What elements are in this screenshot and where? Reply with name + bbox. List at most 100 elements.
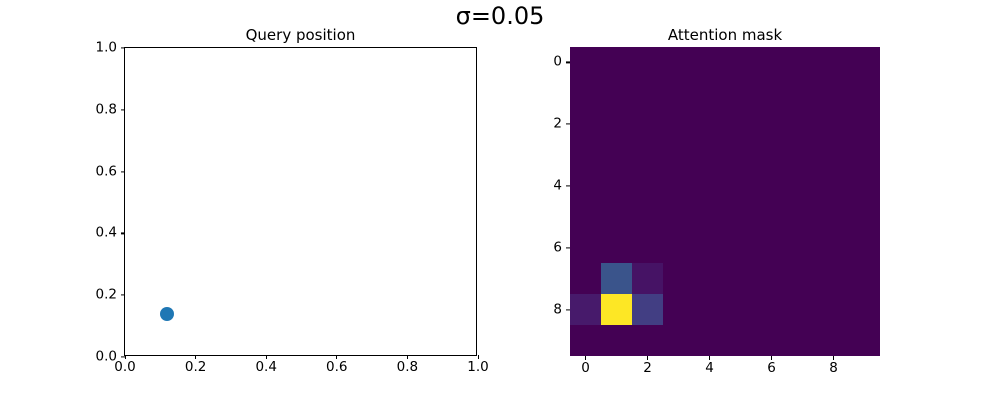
heatmap-cell [694, 294, 725, 326]
heatmap-cell [756, 47, 787, 78]
x-tick-label: 4 [705, 360, 714, 376]
heatmap-cell [601, 77, 632, 109]
heatmap-cell [756, 139, 787, 171]
heatmap-cell [725, 139, 756, 171]
y-tick-label: 0.2 [95, 286, 117, 303]
heatmap-cell [849, 232, 880, 264]
left-plot-title: Query position [245, 26, 356, 44]
x-tick [833, 356, 835, 360]
heatmap-cell [663, 294, 694, 326]
heatmap-cell [694, 77, 725, 109]
heatmap-cell [849, 47, 880, 78]
heatmap-cell [601, 232, 632, 264]
heatmap-cell [756, 325, 787, 356]
heatmap-cell [787, 77, 818, 109]
y-tick-label: 1.0 [95, 39, 117, 56]
heatmap-cell [694, 201, 725, 233]
heatmap-cell [601, 108, 632, 140]
heatmap-cell [818, 108, 849, 140]
y-tick-label: 6 [553, 239, 562, 256]
figure-title: σ=0.05 [455, 2, 545, 30]
heatmap-cell [663, 47, 694, 78]
x-tick [406, 355, 409, 359]
heatmap-cell [818, 201, 849, 233]
heatmap-cell [663, 108, 694, 140]
heatmap-cell [818, 170, 849, 202]
heatmap-cell [818, 325, 849, 356]
heatmap-cell [694, 47, 725, 78]
query-position-plot: 0.0 0.2 0.4 0.6 0.8 1.0 0.0 0.2 0.4 0.6 0.8 1.0 [96, 41, 489, 374]
heatmap-cell [756, 263, 787, 295]
heatmap-cell [849, 294, 880, 326]
x-tick [124, 355, 126, 359]
heatmap-cell [632, 77, 663, 109]
heatmap-cell [632, 170, 663, 202]
x-tick [647, 356, 649, 360]
y-tick-label: 0.8 [95, 101, 117, 118]
x-tick-label: 0.0 [114, 359, 136, 375]
query-point [160, 306, 175, 321]
heatmap-cell [601, 170, 632, 202]
heatmap-cell [725, 108, 756, 140]
heatmap-cell [601, 294, 632, 326]
heatmap-cell [601, 325, 632, 356]
heatmap-cell [849, 263, 880, 295]
y-tick-label: 2 [553, 115, 562, 132]
heatmap-cell [632, 325, 663, 356]
heatmap-cell [570, 232, 601, 264]
heatmap-cell [787, 139, 818, 171]
heatmap-cell [725, 325, 756, 356]
heatmap-cell [787, 47, 818, 78]
y-tick-label: 8 [553, 300, 562, 317]
heatmap-cell [570, 325, 601, 356]
heatmap-cell [787, 325, 818, 356]
heatmap-cell [725, 170, 756, 202]
heatmap-cell [725, 77, 756, 109]
heatmap-cell [570, 263, 601, 295]
heatmap-cell [601, 263, 632, 295]
y-tick-label: 0.0 [95, 348, 117, 365]
heatmap-cell [570, 201, 601, 233]
x-tick-label: 0.2 [184, 359, 207, 375]
heatmap-cell [787, 294, 818, 326]
y-tick-label: 0 [553, 53, 562, 70]
heatmap-cell [570, 170, 601, 202]
right-plot-title: Attention mask [667, 26, 783, 44]
heatmap-cell [632, 263, 663, 295]
y-tick-label: 0.6 [95, 162, 117, 179]
heatmap-cell [663, 170, 694, 202]
x-tick-label: 0.6 [326, 359, 348, 375]
heatmap-cell [725, 232, 756, 264]
y-tick [566, 309, 570, 311]
heatmap-cell [725, 47, 756, 78]
heatmap-cell [787, 201, 818, 233]
y-tick-label: 0.4 [95, 224, 117, 241]
heatmap-cell [818, 47, 849, 78]
heatmap-cell [663, 77, 694, 109]
heatmap-cell [632, 201, 663, 233]
heatmap-cell [818, 139, 849, 171]
heatmap-cell [601, 139, 632, 171]
heatmap-cell [725, 201, 756, 233]
y-tick [121, 109, 125, 111]
heatmap-cell [849, 201, 880, 233]
heatmap-cell [570, 47, 601, 78]
x-tick-label: 8 [829, 360, 838, 376]
attention-mask-heatmap: 0 2 4 6 8 0 2 4 6 8 [553, 47, 880, 375]
y-tick [121, 171, 125, 173]
heatmap-cell [663, 201, 694, 233]
y-tick-label: 4 [553, 177, 562, 194]
heatmap-cell [694, 170, 725, 202]
heatmap-cell [787, 108, 818, 140]
heatmap-cell [632, 108, 663, 140]
heatmap-cell [663, 263, 694, 295]
heatmap-cell [787, 263, 818, 295]
x-tick [771, 356, 773, 360]
heatmap-cell [570, 77, 601, 109]
y-tick [121, 294, 125, 296]
heatmap-cell [756, 108, 787, 140]
y-tick [566, 123, 570, 125]
x-tick [585, 356, 587, 360]
heatmap-cell [570, 294, 601, 326]
heatmap-cell [694, 139, 725, 171]
